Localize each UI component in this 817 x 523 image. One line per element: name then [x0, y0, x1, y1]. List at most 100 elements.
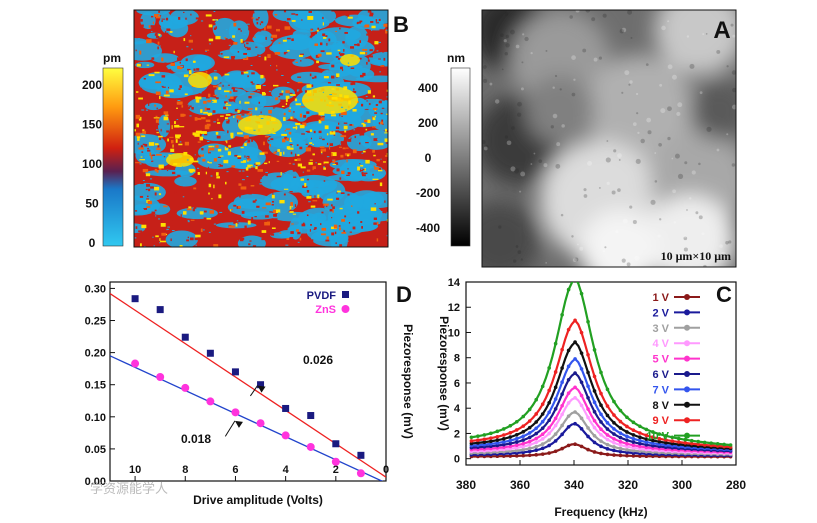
data-point	[612, 448, 616, 453]
data-point	[566, 443, 571, 448]
data-point	[508, 444, 513, 449]
data-point	[206, 349, 214, 357]
y-tick-label: 6	[454, 378, 460, 390]
data-point	[502, 440, 506, 444]
data-point	[579, 444, 584, 449]
data-point	[482, 440, 487, 444]
x-tick-label: 360	[510, 478, 530, 492]
data-point	[553, 449, 558, 454]
data-point	[521, 453, 526, 458]
data-point	[618, 453, 623, 458]
data-point	[638, 449, 642, 454]
slope-annotation: 0.026	[303, 353, 333, 367]
y-tick-label: 0.00	[85, 476, 106, 488]
data-point	[482, 437, 487, 442]
data-point	[502, 445, 506, 450]
data-point	[625, 447, 629, 452]
data-point	[540, 402, 545, 406]
data-point	[566, 364, 571, 369]
x-tick-label: 320	[618, 478, 638, 492]
x-axis-label: Drive amplitude (Volts)	[193, 493, 323, 507]
legend-swatch-marker	[684, 294, 690, 300]
data-point	[657, 442, 662, 447]
y-axis-label: Piezoresponse (mV)	[401, 324, 415, 439]
data-point	[651, 438, 655, 443]
data-point	[664, 434, 668, 438]
panel-letter-a: A	[713, 17, 730, 44]
data-point	[560, 446, 564, 451]
data-point	[489, 431, 493, 436]
data-point	[534, 397, 538, 402]
data-point	[625, 438, 629, 442]
data-point	[553, 407, 558, 411]
data-point	[579, 380, 584, 385]
data-point	[534, 412, 538, 416]
data-point	[592, 425, 597, 430]
data-point	[553, 439, 558, 443]
data-point	[307, 412, 315, 420]
x-tick-label: 340	[564, 478, 584, 492]
data-point	[547, 431, 551, 436]
panel-c: 380 360 340 320 300 280 0 2 4 6 8 10 12 14 Frequency (…	[437, 277, 746, 519]
data-point	[592, 389, 597, 393]
data-point	[651, 441, 655, 446]
data-point	[599, 420, 603, 424]
data-point	[618, 435, 623, 440]
data-point	[631, 420, 636, 425]
data-point	[547, 418, 551, 423]
data-point	[625, 444, 629, 449]
data-point	[476, 438, 480, 442]
colorbar-a-ticks: 400 200 0 -200 -400	[416, 81, 440, 235]
data-point	[514, 448, 519, 453]
data-point	[722, 442, 726, 447]
data-point	[534, 436, 538, 441]
legend-entry: 8 V	[652, 400, 700, 412]
data-point	[631, 440, 636, 444]
afm-topography	[482, 10, 736, 267]
data-point	[547, 438, 551, 442]
data-point	[605, 421, 610, 425]
data-point	[508, 435, 513, 439]
data-point	[592, 434, 597, 438]
legend-entry: 3 V	[652, 323, 700, 335]
data-point	[586, 370, 590, 375]
data-point	[514, 419, 519, 424]
data-point	[547, 410, 551, 415]
data-point	[540, 432, 545, 436]
data-point	[638, 444, 642, 449]
data-point	[560, 312, 564, 317]
data-point	[514, 428, 519, 432]
data-point	[495, 438, 500, 442]
data-point	[618, 446, 623, 451]
legend-label: 1 V	[652, 292, 669, 304]
data-point	[612, 437, 616, 441]
series-layer	[469, 282, 733, 459]
data-point	[566, 414, 571, 418]
data-point	[476, 441, 480, 445]
data-point	[586, 407, 590, 411]
colorbar-b	[102, 67, 124, 247]
x-tick-label: 280	[726, 478, 746, 492]
data-point	[670, 441, 675, 446]
data-point	[709, 441, 713, 445]
data-point	[618, 419, 623, 424]
data-point	[579, 330, 584, 335]
panel-b: B pm 200 150 100 50 0	[82, 9, 409, 250]
y-tick-label: 12	[448, 302, 460, 314]
chart-d: 10 8 6 4 2 0 0.00 0.05 0.10 0.15 0.20 0.25 0.30 Drive…	[85, 281, 415, 507]
legend-swatch-marker	[684, 386, 690, 393]
panel-letter-c: C	[716, 282, 732, 307]
y-tick-label: 14	[448, 277, 461, 289]
data-point	[638, 438, 642, 443]
data-point	[612, 445, 616, 449]
data-point	[553, 423, 558, 428]
colorbar-tick-label: 0	[89, 236, 96, 250]
data-point	[664, 440, 668, 445]
panel-letter-b: B	[393, 12, 409, 37]
panel-letter-d: D	[396, 282, 412, 307]
legend-entry: 5 V	[652, 354, 700, 366]
annotation-arrow	[224, 420, 236, 437]
data-point	[566, 287, 571, 292]
colorbar-tick-label: -400	[416, 221, 440, 235]
